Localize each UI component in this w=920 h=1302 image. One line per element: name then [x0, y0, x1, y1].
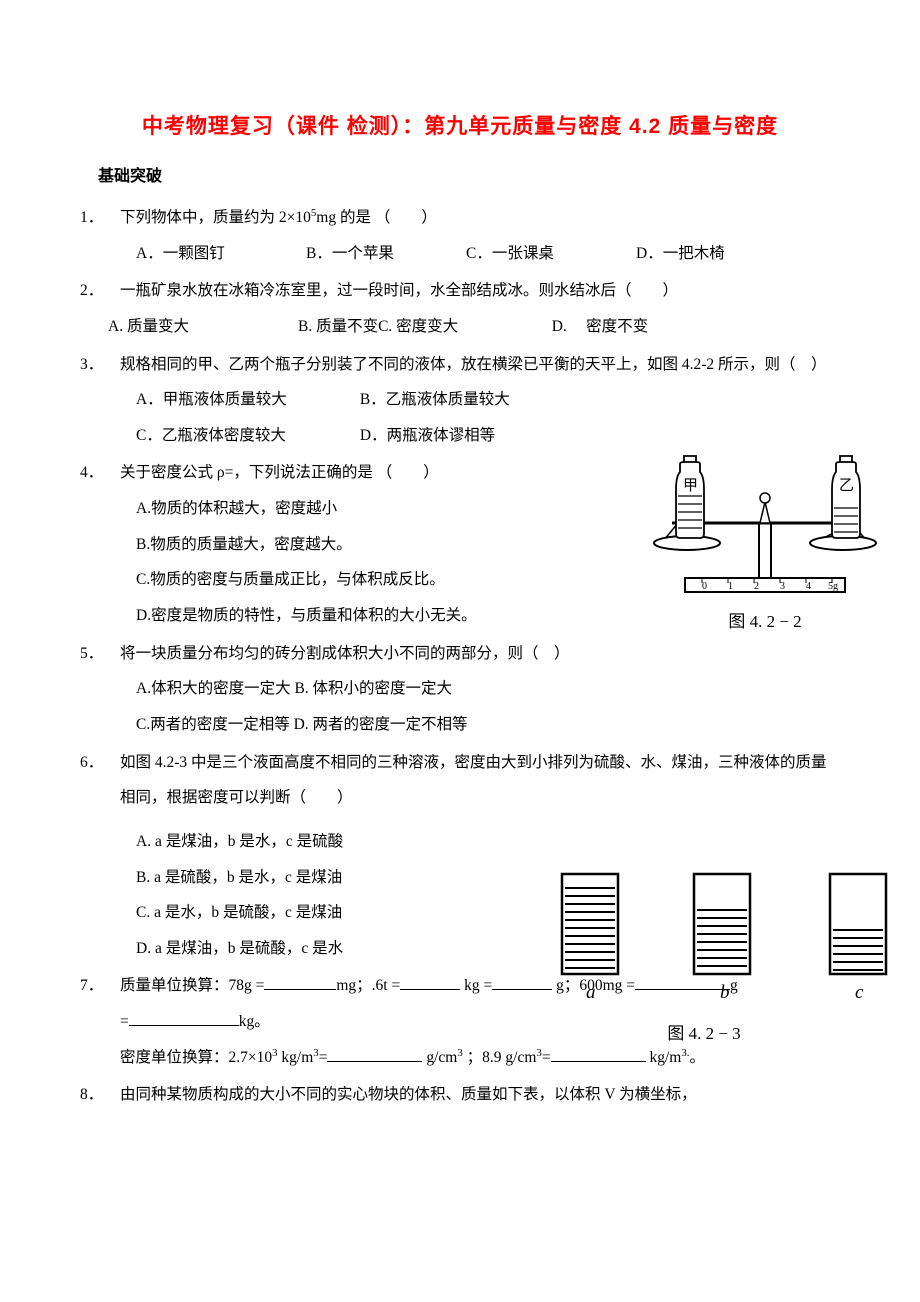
q2-number: 2．	[80, 273, 120, 309]
figure-liquid-caption: 图 4. 2 − 3	[504, 1019, 904, 1044]
figure-balance: 0 1 2 3 4 5g	[650, 428, 880, 632]
svg-text:0: 0	[702, 581, 707, 592]
liquid-label-a: a	[586, 982, 596, 1003]
question-8: 8． 由同种某物质构成的大小不同的实心物块的体积、质量如下表，以体积 V 为横坐…	[80, 1077, 840, 1113]
q7-l3-end: 。	[689, 1049, 705, 1066]
q3-number: 3．	[80, 347, 120, 383]
q7-l1-u2: kg =	[460, 977, 492, 994]
q5-opt-c: C.两者的密度一定相等	[136, 716, 290, 733]
q2-text: 一瓶矿泉水放在冰箱冷冻室里，过一段时间，水全部结成冰。则水结冰后（ ）	[120, 273, 840, 309]
q8-number: 8．	[80, 1077, 120, 1113]
blank	[264, 974, 336, 991]
q3-text: 规格相同的甲、乙两个瓶子分别装了不同的液体，放在横梁已平衡的天平上，如图 4.2…	[120, 347, 840, 383]
figure-liquid: a b c	[544, 870, 904, 1044]
q1-text-pre: 下列物体中，质量约为 2×10	[120, 209, 311, 226]
q5-opt-b: B. 体积小的密度一定大	[294, 680, 452, 697]
q3-opt-b: B．乙瓶液体质量较大	[360, 391, 510, 408]
q1-number: 1．	[80, 200, 120, 236]
q7-l2-pre: =	[120, 1013, 129, 1030]
q3-opt-c: C．乙瓶液体密度较大	[136, 418, 356, 454]
question-1: 1． 下列物体中，质量约为 2×105mg 的是 （ ） A．一颗图钉 B．一个…	[80, 200, 840, 271]
q2-opt-b: B. 质量不变	[298, 309, 378, 345]
svg-text:5g: 5g	[828, 581, 838, 592]
q7-l3-m1: kg/m	[278, 1049, 314, 1066]
svg-text:2: 2	[754, 581, 759, 592]
q3-opt-a: A．甲瓶液体质量较大	[136, 382, 356, 418]
q2-opt-a: A. 质量变大	[108, 309, 298, 345]
q6-opt-a: A. a 是煤油，b 是水，c 是硫酸	[136, 824, 840, 860]
q7-l3-m2: ；8.9 g/cm	[463, 1049, 537, 1066]
q7-l3-eq: =	[319, 1049, 328, 1066]
q7-number: 7．	[80, 968, 120, 1004]
q1-text: 下列物体中，质量约为 2×105mg 的是 （ ）	[120, 200, 840, 236]
q7-l3-pre: 密度单位换算：2.7×10	[120, 1049, 272, 1066]
q5-number: 5．	[80, 636, 120, 672]
q7-l3-eq2: =	[542, 1049, 551, 1066]
question-5: 5． 将一块质量分布均匀的砖分割成体积大小不同的两部分，则（ ） A.体积大的密…	[80, 636, 840, 743]
svg-text:4: 4	[806, 581, 811, 592]
svg-text:1: 1	[728, 581, 733, 592]
blank	[551, 1045, 646, 1062]
q1-opt-d: D．一把木椅	[636, 236, 725, 272]
question-2: 2． 一瓶矿泉水放在冰箱冷冻室里，过一段时间，水全部结成冰。则水结冰后（ ） A…	[80, 273, 840, 344]
q1-opt-c: C．一张课桌	[466, 236, 636, 272]
q7-line3: 密度单位换算：2.7×103 kg/m3= g/cm3 ；8.9 g/cm3= …	[120, 1040, 840, 1076]
blank	[129, 1010, 239, 1027]
q6-number: 6．	[80, 745, 120, 816]
blank	[400, 974, 460, 991]
liquid-label-b: b	[720, 982, 730, 1003]
liquid-svg: a b c	[544, 870, 904, 1010]
q6-text: 如图 4.2-3 中是三个液面高度不相同的三种溶液，密度由大到小排列为硫酸、水、…	[120, 745, 840, 816]
q1-text-post: mg 的是 （ ）	[316, 209, 437, 226]
liquid-label-c: c	[855, 982, 864, 1003]
q4-number: 4．	[80, 455, 120, 491]
q5-text: 将一块质量分布均匀的砖分割成体积大小不同的两部分，则（ ）	[120, 636, 840, 672]
figure-balance-caption: 图 4. 2 − 2	[650, 607, 880, 632]
q2-opt-d: D. 密度不变	[518, 309, 648, 345]
q8-text: 由同种某物质构成的大小不同的实心物块的体积、质量如下表，以体积 V 为横坐标，	[120, 1077, 840, 1113]
q2-opt-c: C. 密度变大	[378, 309, 458, 345]
balance-svg: 0 1 2 3 4 5g	[650, 428, 880, 598]
q7-l3-u1: g/cm	[422, 1049, 457, 1066]
page-title: 中考物理复习（课件 检测）：第九单元质量与密度 4.2 质量与密度	[80, 110, 840, 140]
blank	[327, 1045, 422, 1062]
q7-l1-u1: mg；.6t =	[336, 977, 400, 994]
svg-text:3: 3	[780, 581, 785, 592]
q5-opt-a: A.体积大的密度一定大	[136, 680, 291, 697]
svg-text:乙: 乙	[839, 478, 854, 494]
q7-l2-u: kg。	[239, 1013, 270, 1030]
q3-opt-d: D．两瓶液体谬相等	[360, 427, 495, 444]
q7-l3-u2: kg/m	[646, 1049, 682, 1066]
q7-l1-pre: 质量单位换算：78g =	[120, 977, 264, 994]
svg-text:甲: 甲	[683, 478, 698, 494]
q1-opt-b: B．一个苹果	[306, 236, 466, 272]
section-subtitle: 基础突破	[98, 162, 840, 186]
q1-opt-a: A．一颗图钉	[136, 236, 306, 272]
q5-opt-d: D. 两者的密度一定不相等	[294, 716, 468, 733]
